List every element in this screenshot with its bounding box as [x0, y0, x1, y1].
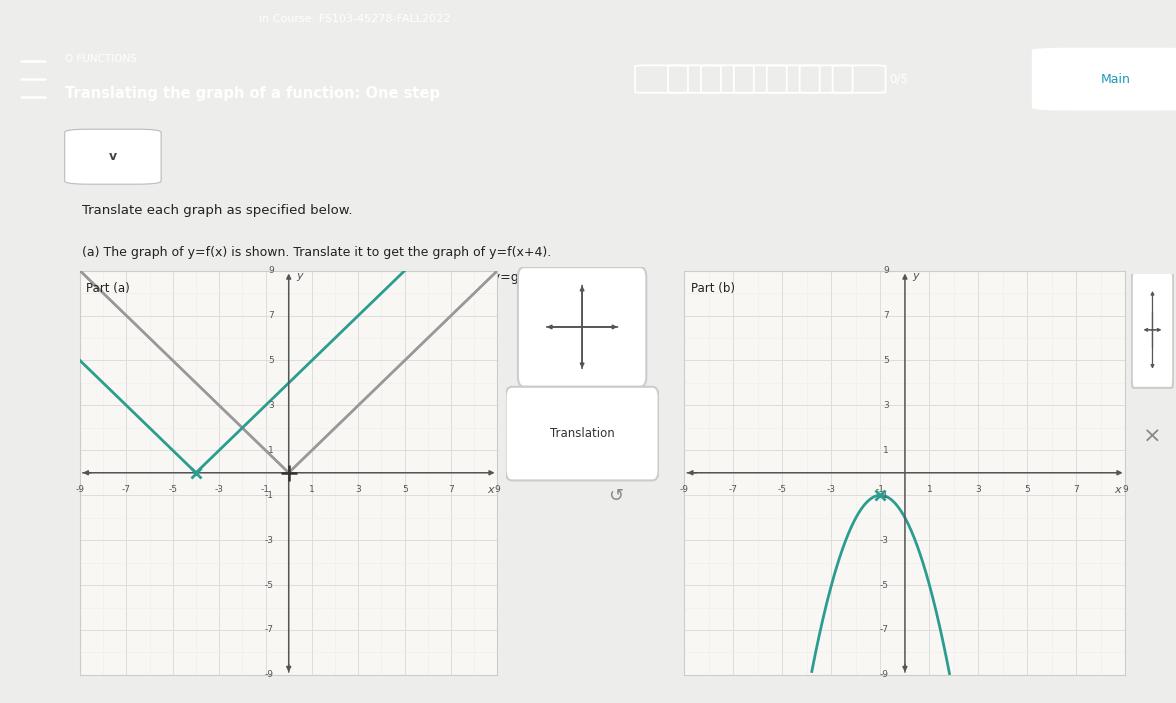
Text: Main: Main: [1101, 72, 1131, 86]
Text: -7: -7: [880, 626, 889, 635]
Text: 3: 3: [883, 401, 889, 410]
Text: Translating the graph of a function: One step: Translating the graph of a function: One…: [65, 86, 440, 101]
Text: ↺: ↺: [608, 487, 623, 505]
Text: 3: 3: [355, 485, 361, 494]
Text: 3: 3: [976, 485, 981, 494]
Text: v: v: [109, 150, 116, 163]
Text: x: x: [1115, 484, 1122, 495]
Text: -5: -5: [265, 581, 274, 590]
FancyBboxPatch shape: [517, 267, 647, 387]
Text: -9: -9: [880, 671, 889, 679]
Text: -9: -9: [680, 485, 689, 494]
Text: -9: -9: [75, 485, 85, 494]
Text: -1: -1: [880, 491, 889, 500]
Text: -5: -5: [880, 581, 889, 590]
Text: 9: 9: [268, 266, 274, 275]
Text: -1: -1: [876, 485, 884, 494]
Text: -7: -7: [265, 626, 274, 635]
Text: 1: 1: [268, 446, 274, 455]
Text: in Course: FS103-45278-FALL2022: in Course: FS103-45278-FALL2022: [259, 14, 450, 25]
Text: Part (b): Part (b): [690, 282, 735, 295]
Text: -7: -7: [729, 485, 737, 494]
Text: 5: 5: [402, 485, 408, 494]
FancyBboxPatch shape: [1033, 49, 1176, 110]
Text: 5: 5: [1024, 485, 1030, 494]
Text: 9: 9: [495, 485, 500, 494]
Text: 3: 3: [268, 401, 274, 410]
Text: 7: 7: [1074, 485, 1080, 494]
Text: -3: -3: [827, 485, 836, 494]
Text: (a) The graph of y=f(x) is shown. Translate it to get the graph of y=f(x+4).: (a) The graph of y=f(x) is shown. Transl…: [82, 245, 552, 259]
Text: (b) The graph of y=g(x) is shown. Translate it to get the graph of y=g(x)-3.: (b) The graph of y=g(x) is shown. Transl…: [82, 271, 553, 285]
Text: x: x: [487, 484, 494, 495]
Text: 5: 5: [268, 356, 274, 365]
Text: -7: -7: [122, 485, 131, 494]
Text: 1: 1: [309, 485, 315, 494]
Text: 9: 9: [1123, 485, 1128, 494]
FancyBboxPatch shape: [65, 129, 161, 184]
Text: 7: 7: [448, 485, 454, 494]
FancyBboxPatch shape: [506, 387, 659, 480]
Text: -5: -5: [168, 485, 178, 494]
Text: Translate each graph as specified below.: Translate each graph as specified below.: [82, 204, 353, 217]
Text: y: y: [296, 271, 302, 281]
Text: 0/5: 0/5: [889, 72, 908, 86]
Text: 9: 9: [883, 266, 889, 275]
Text: -9: -9: [265, 671, 274, 679]
Text: Translation: Translation: [549, 427, 615, 440]
Text: 7: 7: [268, 311, 274, 320]
Text: -3: -3: [880, 536, 889, 545]
Text: -1: -1: [261, 485, 270, 494]
Text: -5: -5: [779, 485, 787, 494]
Text: 5: 5: [883, 356, 889, 365]
Text: O FUNCTIONS: O FUNCTIONS: [65, 54, 136, 64]
FancyBboxPatch shape: [1131, 272, 1174, 388]
Text: Part (a): Part (a): [86, 282, 129, 295]
Text: 7: 7: [883, 311, 889, 320]
Text: 1: 1: [927, 485, 933, 494]
Text: -3: -3: [265, 536, 274, 545]
Text: y: y: [913, 271, 920, 281]
Text: -1: -1: [265, 491, 274, 500]
Text: ×: ×: [1143, 427, 1162, 446]
Text: 1: 1: [883, 446, 889, 455]
Text: -3: -3: [215, 485, 223, 494]
